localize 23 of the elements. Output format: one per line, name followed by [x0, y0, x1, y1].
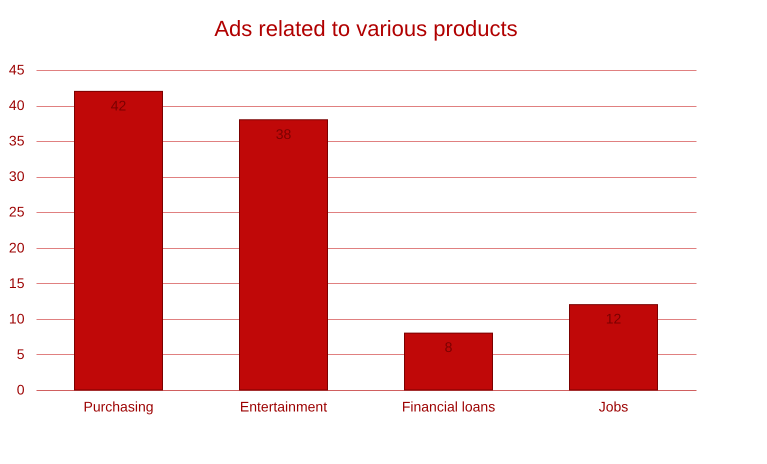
x-tick-label: Purchasing	[83, 398, 154, 414]
data-label: 8	[444, 339, 453, 356]
data-label: 38	[276, 126, 292, 142]
data-label: 12	[606, 310, 622, 327]
y-tick-label: 10	[8, 310, 25, 326]
y-tick-label: 20	[8, 239, 25, 256]
y-tick-label: 30	[8, 168, 25, 184]
data-label: 42	[110, 97, 126, 114]
x-tick-label: Entertainment	[240, 398, 328, 414]
x-tick-label: Financial loans	[402, 398, 496, 414]
y-tick-label: 35	[8, 132, 25, 149]
y-tick-label: 40	[8, 97, 25, 114]
bar	[404, 332, 493, 390]
bar	[239, 119, 328, 390]
bar	[74, 90, 163, 390]
y-tick-label: 0	[16, 382, 25, 398]
bar	[569, 304, 658, 390]
y-tick-label: 5	[16, 346, 25, 362]
y-tick-label: 25	[8, 204, 25, 220]
x-tick-label: Jobs	[598, 398, 628, 414]
y-tick-label: 15	[8, 274, 25, 291]
y-tick-label: 45	[8, 62, 25, 78]
chart-title: Ads related to various products	[214, 16, 518, 41]
